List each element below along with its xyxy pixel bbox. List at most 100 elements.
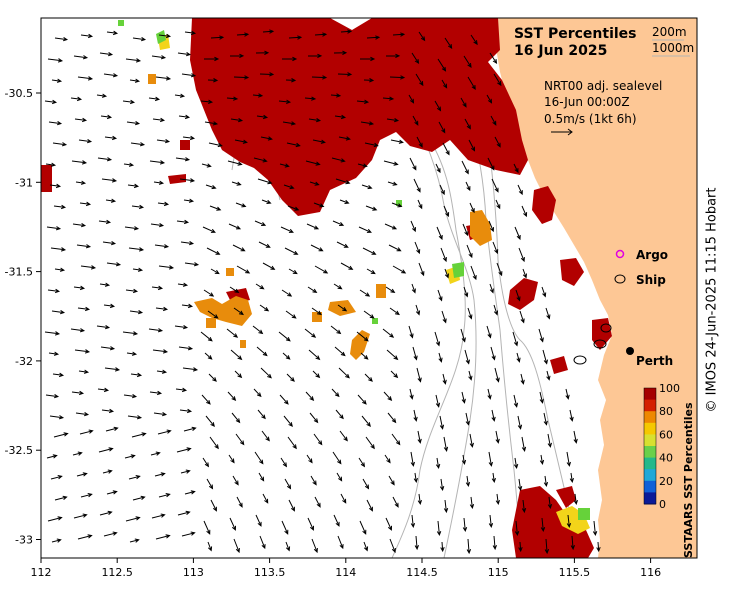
current-arrow: [53, 204, 67, 210]
current-arrow: [340, 493, 347, 504]
current-arrow: [154, 244, 170, 249]
current-arrow: [438, 121, 446, 134]
current-arrow: [45, 162, 57, 167]
argo-icon: [615, 249, 625, 259]
current-arrow: [442, 142, 450, 156]
current-arrow: [260, 136, 273, 141]
current-arrow: [461, 391, 466, 404]
current-arrow: [233, 307, 244, 316]
current-arrow: [231, 412, 241, 424]
current-arrow: [487, 388, 492, 400]
current-arrow: [72, 222, 87, 228]
current-source: NRT00 adj. sealevel: [544, 79, 662, 93]
current-arrow: [262, 493, 269, 504]
colorbar-segment: [644, 422, 656, 435]
colorbar-segment: [644, 446, 656, 459]
current-arrow: [232, 244, 246, 252]
current-arrow: [132, 495, 146, 501]
current-arrow: [98, 447, 114, 453]
current-arrow: [486, 94, 493, 104]
current-arrow: [287, 205, 300, 211]
current-arrow: [340, 262, 354, 270]
current-arrow: [125, 516, 141, 522]
current-arrow: [105, 198, 117, 203]
current-arrow: [356, 99, 370, 104]
current-arrow: [77, 306, 91, 312]
current-arrow: [363, 78, 375, 83]
plot-frame: [40, 17, 698, 559]
current-arrow: [253, 157, 268, 163]
current-arrow: [252, 93, 264, 98]
current-arrow: [336, 472, 343, 482]
current-arrow: [51, 309, 66, 315]
current-arrow: [278, 331, 291, 342]
current-arrow: [54, 36, 69, 42]
current-arrow: [150, 451, 161, 456]
current-arrow: [330, 93, 342, 98]
current-arrow: [129, 538, 140, 543]
lat-tick-label: -30.5: [5, 87, 33, 100]
current-arrow: [438, 352, 443, 363]
current-arrow: [566, 451, 571, 467]
current-arrow: [54, 495, 68, 501]
current-arrow: [226, 96, 239, 101]
current-arrow: [337, 535, 344, 550]
current-arrow: [100, 346, 116, 351]
colorbar-segment: [644, 457, 656, 470]
current-arrow: [521, 205, 528, 218]
colorbar-tick-label: 60: [659, 428, 673, 441]
current-arrow: [332, 451, 342, 465]
current-arrow: [157, 201, 170, 207]
current-arrow: [495, 430, 500, 444]
current-arrow: [514, 520, 520, 537]
current-arrow: [132, 267, 144, 272]
current-arrow: [230, 117, 244, 123]
current-arrow: [288, 268, 298, 275]
current-arrow: [179, 178, 196, 183]
current-arrow: [486, 325, 492, 339]
current-arrow: [334, 114, 347, 120]
current-arrow: [463, 286, 469, 298]
current-arrow: [417, 430, 422, 444]
scale-arrow: [551, 128, 573, 136]
current-arrow: [155, 306, 169, 312]
current-arrow: [391, 433, 401, 446]
current-arrow: [521, 436, 527, 452]
current-time: 16-Jun 00:00Z: [544, 95, 630, 109]
ship-label: Ship: [636, 273, 666, 287]
current-arrow: [181, 73, 197, 78]
current-arrow: [462, 223, 469, 237]
current-arrow: [309, 181, 320, 186]
current-arrow: [101, 408, 115, 414]
current-arrow: [416, 136, 423, 148]
current-arrow: [233, 75, 250, 80]
current-arrow: [467, 307, 473, 320]
current-arrow: [48, 120, 63, 126]
current-arrow: [151, 513, 166, 519]
current-arrow: [203, 520, 211, 535]
current-arrow: [131, 204, 145, 210]
current-arrow: [467, 76, 476, 90]
current-arrow: [262, 29, 275, 34]
current-arrow: [49, 183, 62, 189]
current-arrow: [99, 510, 113, 516]
current-arrow: [76, 244, 92, 249]
current-arrow: [201, 394, 211, 405]
colorbar-segment: [644, 388, 656, 401]
current-arrow: [435, 394, 441, 408]
current-arrow: [178, 114, 191, 120]
current-arrow: [539, 454, 545, 466]
current-arrow: [412, 346, 418, 361]
current-arrow: [184, 262, 200, 267]
current-arrow: [80, 265, 97, 270]
current-arrow: [179, 408, 193, 414]
current-arrow: [229, 517, 236, 531]
current-arrow: [155, 76, 172, 81]
current-arrow: [512, 331, 519, 347]
current-arrow: [487, 157, 495, 171]
current-arrow: [132, 36, 147, 42]
current-vectors: [44, 29, 601, 555]
current-arrow: [78, 369, 90, 374]
current-arrow: [200, 331, 213, 342]
title-line2: 16 Jun 2025: [514, 43, 607, 59]
